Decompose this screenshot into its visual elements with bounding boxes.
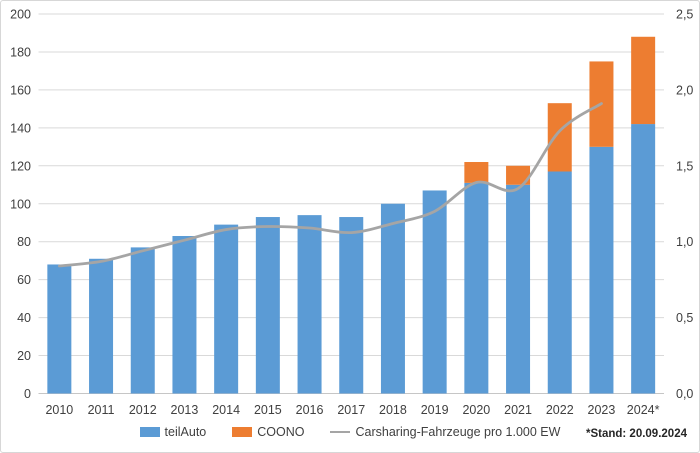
bar-teilauto-2013 (172, 236, 197, 394)
x-axis-label-2011: 2011 (88, 403, 115, 417)
bar-coono-2021 (506, 165, 531, 185)
legend-label-carsharing-line: Carsharing-Fahrzeuge pro 1.000 EW (355, 425, 561, 439)
bar-teilauto-2015 (255, 217, 280, 394)
bar-teilauto-2017 (339, 217, 364, 394)
bars-coono (464, 36, 656, 185)
x-axis-label-2017: 2017 (337, 403, 365, 417)
left-axis-tick-140: 140 (10, 121, 31, 135)
bar-teilauto-2016 (297, 215, 322, 394)
x-axis-label-2019: 2019 (421, 403, 449, 417)
x-axis-label-2023: 2023 (588, 403, 616, 417)
bar-teilauto-2018 (380, 203, 405, 394)
bar-teilauto-2010 (47, 264, 72, 394)
coono-swatch-icon (232, 427, 253, 437)
left-axis-tick-120: 120 (10, 159, 31, 173)
x-axis-label-2012: 2012 (129, 403, 157, 417)
left-axis-tick-40: 40 (17, 311, 31, 325)
bar-teilauto-2012 (130, 247, 155, 394)
right-axis-tick-1,5: 1,5 (676, 159, 693, 173)
bar-teilauto-2019 (422, 190, 447, 394)
legend-label-coono: COONO (257, 425, 305, 439)
x-axis-label-2020: 2020 (462, 403, 490, 417)
left-axis-labels: 0 20 40 60 80 100 120 140 160 180 200 (10, 8, 31, 402)
left-axis-tick-160: 160 (10, 83, 31, 97)
trend-line-swatch-icon (330, 431, 351, 433)
bar-teilauto-2011 (89, 258, 114, 394)
bar-coono-2022 (547, 103, 572, 172)
right-axis-tick-1,0: 1,0 (676, 235, 693, 249)
x-axis-label-2022: 2022 (546, 403, 574, 417)
bar-coono-2024* (631, 36, 656, 125)
right-axis-labels: 0,0 0,5 1,0 1,5 2,0 2,5 (676, 8, 693, 402)
x-axis-label-2013: 2013 (171, 403, 199, 417)
bars-teilauto (47, 124, 656, 394)
left-axis-tick-0: 0 (24, 387, 31, 401)
right-axis-tick-0,0: 0,0 (676, 387, 693, 401)
bar-teilauto-2021 (506, 184, 531, 394)
bar-teilauto-2023 (589, 146, 614, 394)
bar-teilauto-2014 (214, 224, 239, 394)
x-axis-label-2018: 2018 (379, 403, 407, 417)
legend-label-teilauto: teilAuto (164, 425, 207, 439)
bar-teilauto-2024* (631, 124, 656, 394)
carsharing-per-1000-line (57, 102, 603, 268)
x-axis-label-2015: 2015 (254, 403, 282, 417)
right-axis-tick-2,5: 2,5 (676, 8, 693, 22)
x-axis-label-2021: 2021 (504, 403, 532, 417)
x-axis-labels: 2010 2011 2012 2013 2014 2015 2016 2017 2018 2019… (45, 403, 659, 417)
x-axis-label-2024*: 2024* (627, 403, 660, 417)
right-axis-tick-0,5: 0,5 (676, 311, 693, 325)
left-axis-tick-100: 100 (10, 197, 31, 211)
left-axis-tick-60: 60 (17, 273, 31, 287)
x-axis-label-2014: 2014 (212, 403, 240, 417)
left-axis-tick-80: 80 (17, 235, 31, 249)
left-axis-tick-20: 20 (17, 349, 31, 363)
footnote: *Stand: 20.09.2024 (585, 428, 687, 440)
bar-coono-2020 (464, 162, 489, 183)
legend-item-coono: COONO (232, 425, 304, 439)
teilauto-swatch-icon (139, 427, 160, 437)
bar-teilauto-2020 (464, 182, 489, 394)
x-axis-label-2016: 2016 (296, 403, 324, 417)
right-axis-tick-2,0: 2,0 (676, 83, 693, 97)
legend-item-carsharing-line: Carsharing-Fahrzeuge pro 1.000 EW (330, 425, 560, 439)
left-axis-tick-180: 180 (10, 45, 31, 59)
left-axis-tick-200: 200 (10, 8, 31, 22)
legend-item-teilauto: teilAuto (139, 425, 207, 439)
x-axis-label-2010: 2010 (45, 403, 73, 417)
bar-teilauto-2022 (547, 171, 572, 394)
chart-legend: teilAuto COONO Carsharing-Fahrzeuge pro … (1, 425, 699, 439)
